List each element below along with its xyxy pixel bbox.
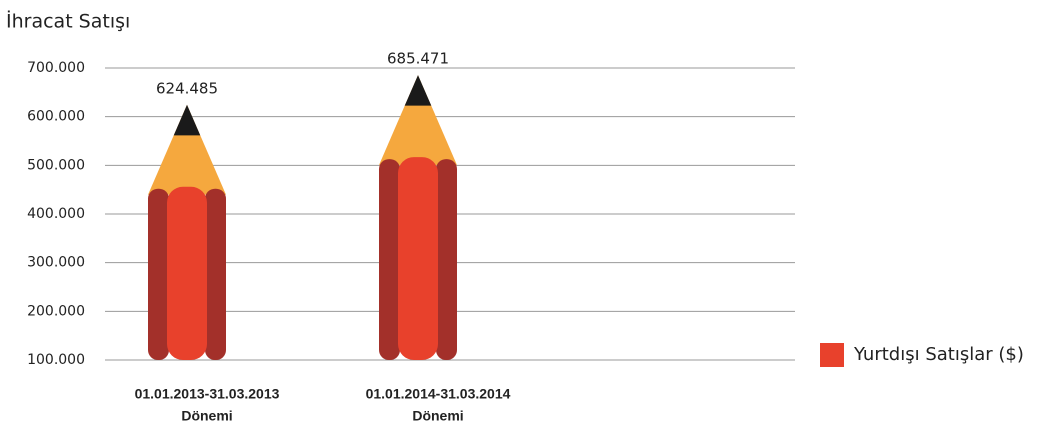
y-tick-label: 600.000 [27, 109, 85, 125]
pencil-side [379, 159, 400, 360]
y-tick-label: 700.000 [27, 60, 85, 76]
pencil-lead [404, 75, 432, 106]
x-tick-label: Dönemi [181, 408, 232, 424]
legend-label: Yurtdışı Satışlar ($) [853, 344, 1024, 365]
y-tick-label: 400.000 [27, 206, 85, 222]
pencil-side [205, 188, 226, 360]
pencil-side [436, 159, 457, 360]
chart-title: İhracat Satışı [6, 10, 130, 33]
pencil-lead [173, 104, 201, 136]
x-tick-label: Dönemi [412, 408, 463, 424]
pencil-body [167, 186, 207, 360]
y-tick-label: 200.000 [27, 303, 85, 319]
value-label: 624.485 [156, 79, 218, 97]
legend-swatch [820, 343, 844, 367]
pencil-body [398, 157, 438, 360]
value-label: 685.471 [387, 50, 449, 68]
pencil-bar [148, 104, 226, 360]
x-tick-label: 01.01.2013-31.03.2013 [135, 386, 280, 402]
y-tick-label: 300.000 [27, 255, 85, 271]
pencil-bar [379, 75, 457, 360]
y-tick-label: 500.000 [27, 157, 85, 173]
pencil-side [148, 188, 169, 360]
y-tick-label: 100.000 [27, 352, 85, 368]
pencil-tip [379, 75, 457, 166]
x-tick-label: 01.01.2014-31.03.2014 [366, 386, 511, 402]
pencil-tip [148, 104, 226, 195]
